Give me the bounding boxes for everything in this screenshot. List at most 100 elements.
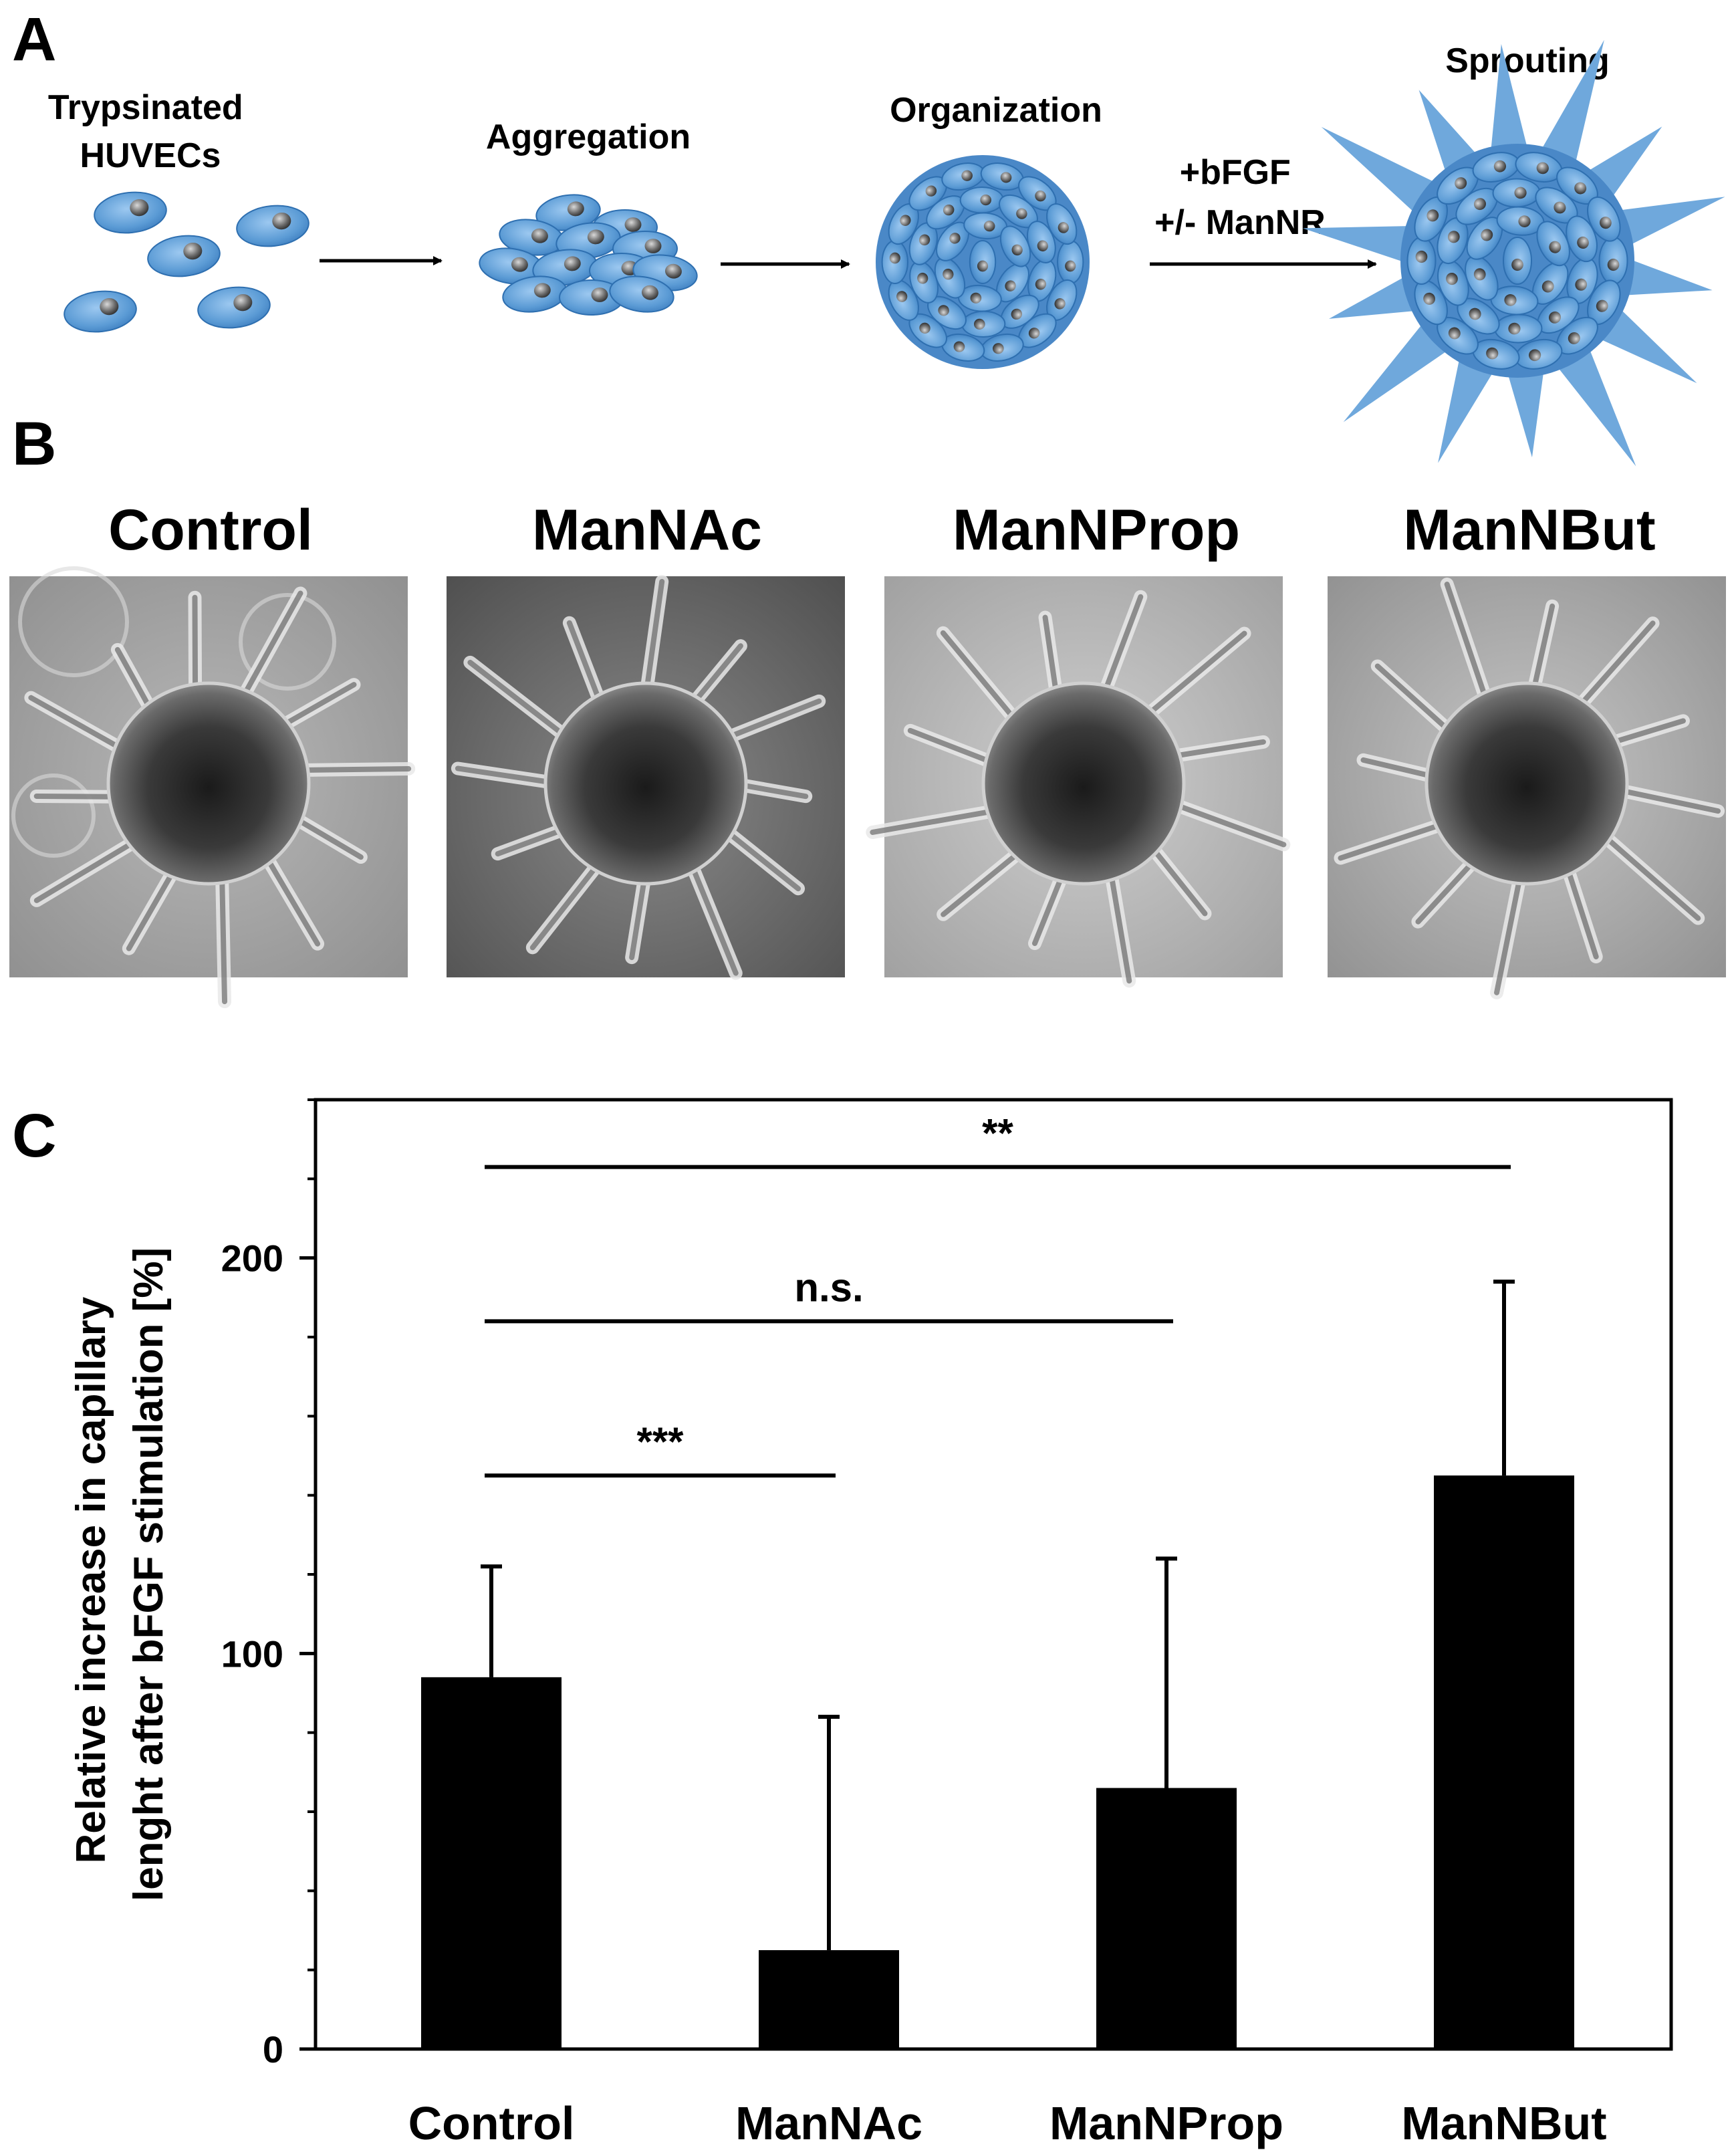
micrograph-title-mannbut: ManNBut	[1403, 498, 1655, 562]
nucleus	[1486, 347, 1499, 360]
nucleus	[1574, 182, 1587, 195]
spheroid	[1424, 681, 1629, 886]
x-tick-label-control: Control	[408, 2097, 575, 2149]
cell	[502, 275, 568, 313]
nucleus	[1493, 160, 1507, 172]
cell	[1026, 221, 1056, 263]
sprout	[1302, 225, 1416, 264]
step-label-organization: Organization	[890, 91, 1102, 130]
cell	[1598, 237, 1628, 285]
cell	[969, 240, 997, 284]
nucleus	[1011, 308, 1023, 320]
bar-control	[421, 1677, 562, 2049]
nucleus	[511, 257, 528, 272]
spheroid	[106, 681, 311, 886]
cell	[1494, 314, 1543, 344]
nucleus	[1028, 328, 1040, 339]
nucleus	[100, 297, 119, 316]
y-tick-label: 0	[263, 2028, 283, 2070]
cell	[1465, 255, 1499, 301]
nucleus	[567, 201, 584, 217]
nucleus	[1448, 327, 1461, 340]
nucleus	[1065, 260, 1076, 272]
nucleus	[889, 252, 900, 264]
nucleus	[1427, 209, 1439, 222]
aggregate-illustration	[479, 194, 698, 316]
cell	[1406, 237, 1437, 285]
x-tick-label-mannac: ManNAc	[735, 2097, 922, 2149]
x-tick-label-mannprop: ManNProp	[1049, 2097, 1283, 2149]
nucleus	[983, 221, 995, 232]
nucleus	[183, 242, 203, 260]
nucleus	[943, 204, 955, 216]
nucleus	[1508, 322, 1521, 335]
nucleus	[130, 199, 149, 217]
sprout	[1612, 197, 1725, 248]
bar-mannbut	[1434, 1475, 1574, 2049]
nucleus	[925, 185, 937, 197]
bar-mannprop	[1096, 1788, 1237, 2049]
cell	[961, 310, 1006, 338]
nucleus	[1000, 172, 1012, 183]
nucleus	[1011, 244, 1023, 256]
cell	[1536, 221, 1570, 267]
nucleus	[1577, 236, 1589, 249]
bar-chart: 0 100 200 Control ManNAc ManNProp ManNBut *** n.…	[221, 1098, 1607, 2149]
step-label-sprouting: Sprouting	[1445, 41, 1610, 80]
cell	[999, 225, 1031, 267]
significance-label: **	[982, 1111, 1013, 1156]
cell	[1056, 240, 1084, 284]
sprout	[1490, 43, 1529, 157]
micrograph-control	[9, 566, 416, 1009]
micrograph-mannprop	[866, 576, 1291, 988]
cell	[1466, 217, 1503, 260]
cell	[236, 205, 309, 247]
nucleus	[1575, 278, 1588, 291]
cell	[926, 195, 965, 230]
nucleus	[1600, 217, 1612, 229]
nucleus	[1447, 231, 1460, 243]
nucleus	[1568, 332, 1580, 344]
sprout	[1538, 39, 1604, 170]
panel-b-label: B	[12, 410, 56, 478]
nucleus	[664, 263, 682, 279]
cell	[881, 240, 909, 284]
nucleus	[900, 215, 911, 226]
panel-c-label: C	[12, 1102, 56, 1170]
step-label-aggregation: Aggregation	[486, 118, 691, 156]
cell	[936, 221, 970, 261]
cell	[1503, 237, 1532, 285]
cell	[532, 249, 598, 286]
sprout	[1619, 257, 1713, 296]
nucleus	[917, 272, 928, 284]
nucleus	[973, 318, 985, 330]
nucleus	[272, 212, 291, 230]
cell	[479, 247, 544, 285]
sprout	[1321, 126, 1441, 217]
nucleus	[1446, 272, 1458, 285]
nucleus	[1596, 300, 1608, 312]
nucleus	[938, 305, 949, 316]
nucleus	[1549, 241, 1562, 253]
nucleus	[1005, 280, 1016, 291]
micrograph-mannbut	[1328, 576, 1726, 999]
cell	[1587, 196, 1621, 242]
artifact-ring	[18, 566, 129, 677]
cell	[147, 235, 221, 277]
nucleus	[1035, 278, 1046, 290]
nucleus	[641, 285, 658, 300]
cell	[963, 212, 1008, 240]
nucleus	[533, 283, 551, 298]
nucleus	[980, 195, 992, 206]
cell	[957, 284, 1002, 312]
bar-mannac	[759, 1950, 899, 2049]
y-axis-label: Relative increase in capillary lenght af…	[68, 1247, 172, 1901]
nucleus	[1035, 191, 1046, 202]
nucleus	[587, 229, 604, 245]
nucleus	[1473, 268, 1486, 281]
nucleus	[1504, 294, 1517, 306]
nucleus	[1058, 222, 1069, 233]
nucleus	[919, 322, 931, 334]
nucleus	[1423, 292, 1435, 305]
